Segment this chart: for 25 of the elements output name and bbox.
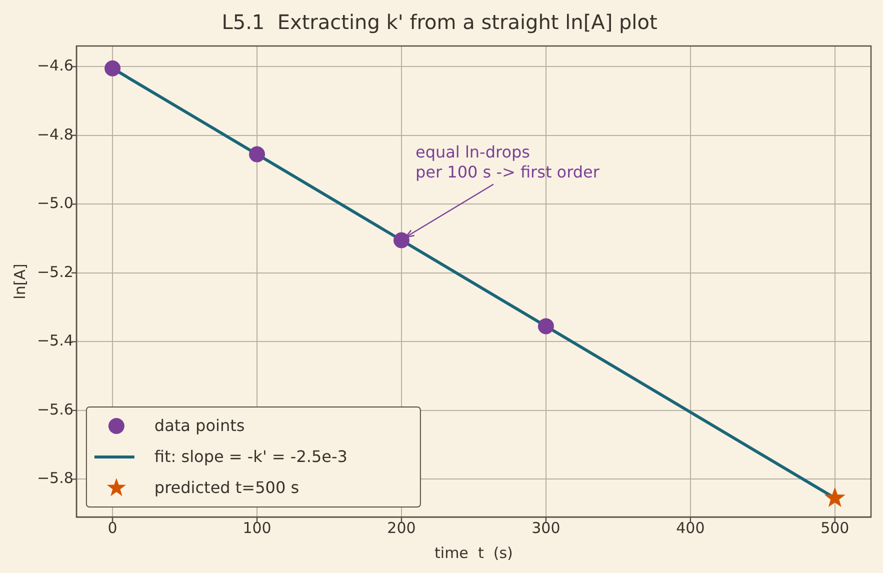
point	[104, 60, 121, 76]
y-tick-label: −5.2	[36, 262, 74, 281]
x-tick-label: 300	[532, 518, 560, 537]
y-axis-title: ln[A]	[10, 264, 29, 300]
point	[538, 318, 554, 334]
point	[824, 487, 846, 507]
legend-label: fit: slope = -k' = -2.5e-3	[154, 447, 348, 466]
x-tick-label: 100	[242, 518, 272, 537]
y-tick-label: −5.6	[36, 400, 74, 418]
y-tick-label: −5.4	[36, 332, 74, 350]
point	[393, 232, 410, 248]
y-tick-label: −5.8	[36, 469, 74, 488]
x-tick-label: 200	[387, 518, 416, 537]
x-tick-label: 400	[676, 518, 705, 537]
x-tick-label: 0	[108, 518, 118, 537]
annotation: equal ln-drops per 100 s -> first order	[415, 142, 600, 182]
legend-label: predicted t=500 s	[154, 478, 300, 498]
point	[249, 146, 266, 162]
chart-title: L5.1 Extracting k' from a straight ln[A] plot	[222, 10, 658, 34]
y-tick-label: −5.0	[36, 194, 74, 212]
x-tick-label: 500	[820, 518, 850, 537]
y-tick-label: −4.8	[36, 125, 74, 144]
y-tick-label: −4.6	[36, 56, 74, 75]
x-axis-title: time t (s)	[434, 544, 513, 562]
legend-label: data points	[154, 416, 245, 436]
